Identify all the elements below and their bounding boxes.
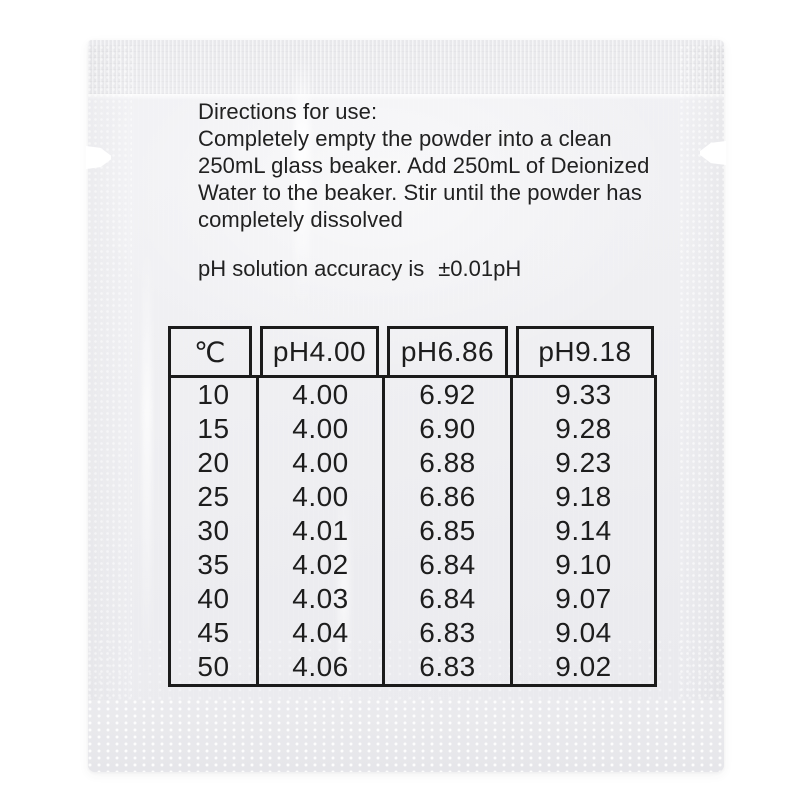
table-cell: 9.23: [510, 446, 657, 480]
table-cell: 6.86: [382, 480, 513, 514]
table-cell: 4.00: [256, 376, 385, 412]
accuracy-value: ±0.01pH: [438, 256, 522, 281]
table-cell: 25: [168, 480, 259, 514]
table-row: 45 4.04 6.83 9.04: [168, 616, 657, 650]
table-row: 50 4.06 6.83 9.02: [168, 650, 657, 686]
table-row: 25 4.00 6.86 9.18: [168, 480, 657, 514]
table-row: 30 4.01 6.85 9.14: [168, 514, 657, 548]
table-cell: 9.07: [510, 582, 657, 616]
table-cell: 9.04: [510, 616, 657, 650]
directions-line-3: Water to the beaker. Stir until the powd…: [198, 180, 643, 205]
table-cell: 10: [168, 376, 259, 412]
table-cell: 4.01: [256, 514, 385, 548]
table-cell: 4.02: [256, 548, 385, 582]
table-cell: 4.00: [256, 446, 385, 480]
header-ph686: pH6.86: [387, 326, 508, 378]
table-cell: 9.10: [510, 548, 657, 582]
crimp-seal-top: [88, 40, 724, 94]
table-cell: 9.18: [510, 480, 657, 514]
crimp-seal-right: [680, 46, 724, 764]
table-cell: 6.83: [382, 650, 513, 686]
table-cell: 4.03: [256, 582, 385, 616]
table-cell: 6.90: [382, 412, 513, 446]
printed-label: Directions for use: Completely empty the…: [88, 40, 724, 772]
table-cell: 15: [168, 412, 259, 446]
table-cell: 6.83: [382, 616, 513, 650]
table-cell: 4.06: [256, 650, 385, 686]
table-row: 35 4.02 6.84 9.10: [168, 548, 657, 582]
table-header-row: ℃ pH4.00 pH6.86 pH9.18: [168, 326, 654, 378]
table-cell: 4.00: [256, 480, 385, 514]
header-ph4: pH4.00: [260, 326, 379, 378]
header-temperature: ℃: [168, 326, 252, 378]
table-cell: 4.04: [256, 616, 385, 650]
table-row: 20 4.00 6.88 9.23: [168, 446, 657, 480]
header-ph918: pH9.18: [516, 326, 654, 378]
table-body-rows: 10 4.00 6.92 9.33 15 4.00 6.90 9.28 20 4.00 6.88 9.…: [168, 376, 657, 686]
table-cell: 45: [168, 616, 259, 650]
table-cell: 6.88: [382, 446, 513, 480]
table-cell: 6.92: [382, 376, 513, 412]
table-cell: 9.02: [510, 650, 657, 686]
calibration-table: ℃ pH4.00 pH6.86 pH9.18 10 4.00 6.92 9.33 15 4…: [168, 326, 657, 687]
accuracy-note: pH solution accuracy is ±0.01pH: [198, 256, 521, 282]
crimp-seal-bottom: [88, 700, 724, 772]
table-cell: 6.85: [382, 514, 513, 548]
table-row: 40 4.03 6.84 9.07: [168, 582, 657, 616]
table-cell: 50: [168, 650, 259, 686]
table-cell: 20: [168, 446, 259, 480]
directions-line-1: Completely empty the powder into a clean: [198, 126, 612, 151]
table-cell: 9.33: [510, 376, 657, 412]
table-cell: 35: [168, 548, 259, 582]
table-cell: 9.28: [510, 412, 657, 446]
accuracy-text: pH solution accuracy is: [198, 256, 425, 281]
directions-title: Directions for use:: [198, 99, 378, 124]
table-cell: 4.00: [256, 412, 385, 446]
tear-notch-left: [86, 146, 111, 169]
table-row: 10 4.00 6.92 9.33: [168, 376, 657, 412]
table-cell: 30: [168, 514, 259, 548]
directions-line-4: completely dissolved: [198, 207, 403, 232]
ph-buffer-sachet: Directions for use: Completely empty the…: [86, 40, 726, 772]
seal-crease-highlight: [88, 94, 724, 100]
table-cell: 6.84: [382, 548, 513, 582]
table-cell: 40: [168, 582, 259, 616]
table-cell: 6.84: [382, 582, 513, 616]
table-cell: 9.14: [510, 514, 657, 548]
table-body: 10 4.00 6.92 9.33 15 4.00 6.90 9.28 20 4.00 6.88 9.…: [168, 375, 657, 687]
directions-line-2: 250mL glass beaker. Add 250mL of Deioniz…: [198, 153, 650, 178]
table-row: 15 4.00 6.90 9.28: [168, 412, 657, 446]
